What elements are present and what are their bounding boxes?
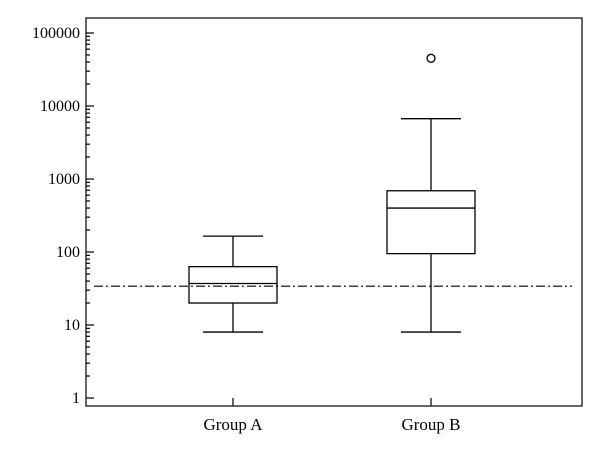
box-iqr (386, 190, 476, 255)
outlier-point (426, 53, 436, 63)
plot-marks (94, 53, 572, 333)
y-tick-label: 10 (64, 317, 80, 334)
plot-frame (85, 17, 583, 407)
x-axis: Group A Group B (203, 398, 461, 434)
x-category-label: Group B (401, 415, 460, 434)
y-axis: 1 10 100 1000 10000 100000 (32, 25, 94, 407)
y-tick-label: 1 (72, 390, 80, 407)
y-tick-label: 100 (56, 244, 80, 261)
y-tick-label: 1000 (48, 171, 80, 188)
y-tick-label: 10000 (40, 98, 80, 115)
x-category-label: Group A (203, 415, 263, 434)
y-tick-label: 100000 (32, 25, 80, 42)
box-iqr (188, 265, 278, 304)
